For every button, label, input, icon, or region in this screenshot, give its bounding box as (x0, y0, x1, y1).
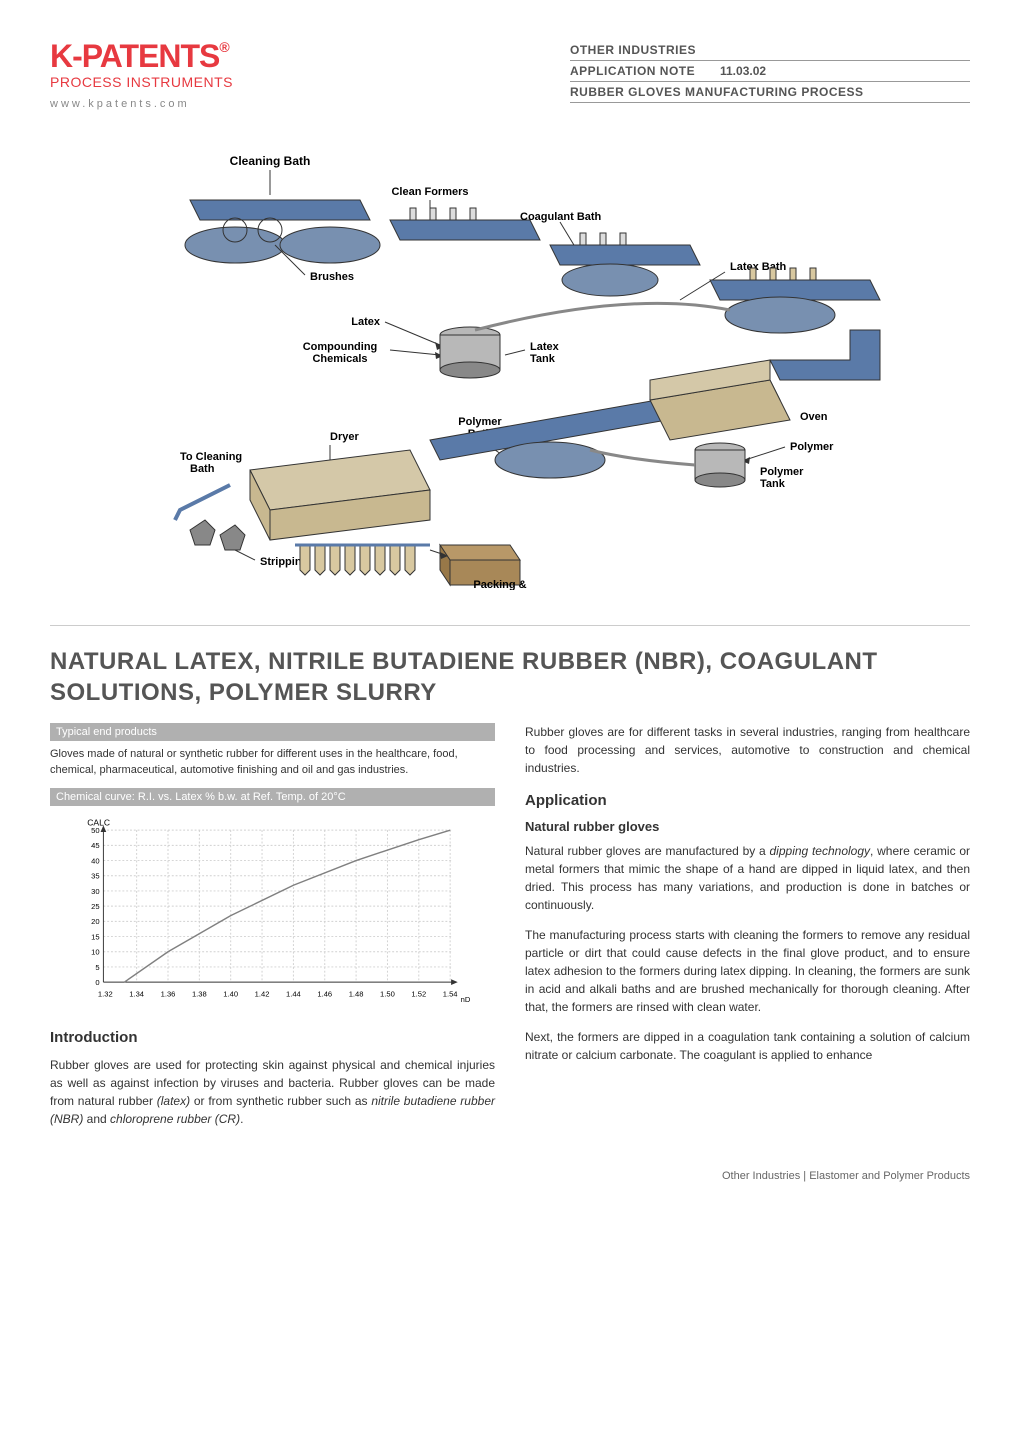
svg-text:1.54: 1.54 (443, 990, 458, 999)
label-oven: Oven (800, 411, 828, 423)
svg-text:30: 30 (91, 887, 99, 896)
label-latex: Latex (351, 316, 381, 328)
svg-text:1.42: 1.42 (255, 990, 270, 999)
page-footer: Other Industries | Elastomer and Polymer… (50, 1170, 970, 1182)
label-latex-tank: LatexTank (530, 341, 560, 365)
conveyor-1 (190, 200, 370, 220)
svg-text:5: 5 (95, 963, 99, 972)
process-label: RUBBER GLOVES MANUFACTURING PROCESS (570, 82, 970, 103)
polymer-bath-shape (495, 442, 605, 478)
label-polymer-tank: PolymerTank (760, 466, 804, 490)
chart-label-bar: Chemical curve: R.I. vs. Latex % b.w. at… (50, 788, 495, 806)
diagram-svg: Cleaning Bath Brushes Clean Formers Coag… (90, 150, 930, 590)
end-products-text: Gloves made of natural or synthetic rubb… (50, 747, 495, 778)
app-paragraph-1: Natural rubber gloves are manufactured b… (525, 842, 970, 914)
svg-text:45: 45 (91, 841, 99, 850)
label-packing: Packing &Shipping (473, 579, 526, 590)
svg-text:10: 10 (91, 948, 99, 957)
logo-subtitle: PROCESS INSTRUMENTS (50, 74, 233, 90)
gloves-row (300, 545, 415, 575)
process-diagram: Cleaning Bath Brushes Clean Formers Coag… (50, 140, 970, 626)
bath-2 (280, 227, 380, 263)
header-row: K-PATENTS® PROCESS INSTRUMENTS www.kpate… (50, 40, 970, 110)
bath-1 (185, 227, 285, 263)
svg-text:1.52: 1.52 (411, 990, 426, 999)
label-polymer: Polymer (790, 441, 834, 453)
svg-text:1.38: 1.38 (192, 990, 207, 999)
svg-text:20: 20 (91, 917, 99, 926)
label-dryer: Dryer (330, 431, 359, 443)
svg-text:1.40: 1.40 (223, 990, 238, 999)
label-to-cleaning: To CleaningBath (180, 451, 242, 475)
chart-xlabel: nD (461, 995, 471, 1004)
app-paragraph-2: The manufacturing process starts with cl… (525, 926, 970, 1016)
packing-box-top (440, 545, 520, 560)
conveyor-4 (710, 280, 880, 300)
logo-main: K-PATENTS® (50, 40, 233, 72)
conveyor-2 (390, 220, 540, 240)
x-axis-ticks: 1.32 1.34 1.36 1.38 1.40 1.42 1.44 1.46 … (98, 990, 458, 999)
chemical-curve-chart: CALC 50 45 40 35 30 25 20 15 10 5 0 (50, 814, 495, 1009)
logo-name: K-PATENTS (50, 38, 219, 74)
application-heading: Application (525, 792, 970, 809)
svg-text:1.48: 1.48 (349, 990, 364, 999)
svg-text:15: 15 (91, 933, 99, 942)
end-products-bar: Typical end products (50, 723, 495, 741)
svg-text:1.34: 1.34 (129, 990, 144, 999)
label-cleaning-bath: Cleaning Bath (230, 154, 311, 168)
label-clean-formers: Clean Formers (391, 186, 468, 198)
arm-2 (220, 525, 245, 550)
svg-text:35: 35 (91, 872, 99, 881)
app-note-label: APPLICATION NOTE (570, 64, 720, 78)
logo-block: K-PATENTS® PROCESS INSTRUMENTS www.kpate… (50, 40, 233, 110)
logo-reg-mark: ® (219, 39, 228, 55)
app-paragraph-3: Next, the formers are dipped in a coagul… (525, 1028, 970, 1064)
svg-text:0: 0 (95, 978, 99, 987)
label-latex-bath: Latex Bath (730, 261, 787, 273)
natural-rubber-subheading: Natural rubber gloves (525, 819, 970, 834)
chart-svg: CALC 50 45 40 35 30 25 20 15 10 5 0 (50, 814, 495, 1004)
svg-text:1.44: 1.44 (286, 990, 301, 999)
left-column: Typical end products Gloves made of natu… (50, 723, 495, 1140)
conveyor-3 (550, 245, 700, 265)
svg-text:1.32: 1.32 (98, 990, 113, 999)
intro-paragraph-2: Rubber gloves are for different tasks in… (525, 723, 970, 777)
latex-tank-bottom (440, 362, 500, 378)
header-info-block: OTHER INDUSTRIES APPLICATION NOTE 11.03.… (570, 40, 970, 103)
label-brushes: Brushes (310, 271, 354, 283)
latex-bath-shape (725, 297, 835, 333)
intro-heading: Introduction (50, 1029, 495, 1046)
y-axis-ticks: 50 45 40 35 30 25 20 15 10 5 0 (91, 826, 99, 987)
svg-text:1.46: 1.46 (317, 990, 332, 999)
arm-1 (190, 520, 215, 545)
label-compounding: CompoundingChemicals (303, 341, 378, 365)
label-coagulant: Coagulant Bath (520, 211, 602, 223)
svg-text:25: 25 (91, 902, 99, 911)
intro-paragraph-1: Rubber gloves are used for protecting sk… (50, 1056, 495, 1128)
category-label: OTHER INDUSTRIES (570, 40, 970, 61)
content-columns: Typical end products Gloves made of natu… (50, 723, 970, 1140)
svg-text:40: 40 (91, 857, 99, 866)
app-note-number: 11.03.02 (720, 64, 766, 78)
svg-text:1.36: 1.36 (161, 990, 176, 999)
svg-text:1.50: 1.50 (380, 990, 395, 999)
polymer-tank-bottom (695, 473, 745, 487)
right-column: Rubber gloves are for different tasks in… (525, 723, 970, 1140)
app-note-row: APPLICATION NOTE 11.03.02 (570, 61, 970, 82)
website-url: www.kpatents.com (50, 98, 233, 110)
svg-text:50: 50 (91, 826, 99, 835)
coag-bath (562, 264, 658, 296)
conveyor-turn (770, 330, 880, 380)
main-title: NATURAL LATEX, NITRILE BUTADIENE RUBBER … (50, 646, 970, 708)
